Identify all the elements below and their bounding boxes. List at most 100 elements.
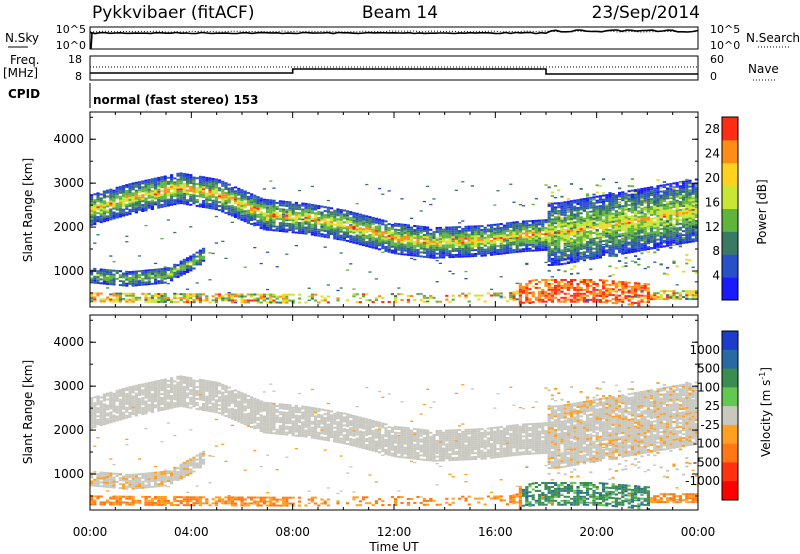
power-cell [259,215,263,218]
power-cell [259,213,263,216]
power-cell [598,226,602,229]
power-cell [582,253,586,256]
power-cell [643,195,647,198]
power-cell [467,227,471,230]
power-cell [256,207,260,210]
power-cell [586,233,590,235]
velocity-cell [109,407,113,410]
power-cell [573,233,577,236]
power-cell [435,240,439,243]
power-cell [550,232,554,235]
power-cell [157,190,161,193]
velocity-cell [93,424,97,426]
power-cell [400,237,404,240]
power-cell [176,198,180,201]
power-cell [659,245,663,248]
power-cell [672,241,676,244]
power-cell [573,243,577,246]
power-cell [557,300,561,303]
power-cell [538,243,542,246]
power-cell [518,222,522,225]
power-cell [666,211,670,214]
power-cell [454,242,458,244]
power-cell [637,228,641,231]
power-cell [605,222,609,224]
power-cell [115,192,119,195]
power-cell [522,285,526,288]
power-cell [509,229,513,232]
velocity-cell [109,474,113,477]
power-cell [339,234,343,237]
power-cell [93,207,97,210]
power-cell [592,237,596,240]
power-cell [608,244,612,247]
power-cell [637,218,641,221]
power-cell [576,236,580,239]
power-cell [528,236,532,238]
power-cell [611,234,615,237]
power-cell [528,282,532,285]
power-cell [518,292,522,295]
power-cell [269,207,273,210]
power-cell [275,215,279,218]
power-cell [576,284,580,287]
power-cell [192,200,196,203]
power-cell [493,229,497,231]
power-cell [675,191,679,193]
power-cell [608,291,612,294]
power-cell [163,275,167,278]
power-cell [320,217,324,220]
power-cell [166,204,170,207]
power-cell [534,247,538,250]
power-cell [608,239,612,241]
power-cell [678,226,682,229]
power-cell [509,231,513,234]
power-cell [566,206,570,209]
power-cell [390,231,394,234]
power-cell [106,298,110,301]
power-cell [486,236,490,239]
power-cell [573,201,577,204]
power-cell [550,214,554,217]
velocity-cell [102,411,106,414]
power-cell [624,236,628,239]
power-cell [560,213,564,216]
power-cell [656,191,660,194]
power-cell [666,187,670,190]
power-cell [333,219,337,222]
power-cell [326,216,330,219]
power-cell [163,199,167,202]
power-cell [582,237,586,240]
power-cell [154,262,158,265]
power-cell [211,299,215,302]
power-cell [307,223,311,226]
power-cell [576,298,580,301]
velocity-cell [96,419,100,422]
power-cell [512,233,516,236]
power-cell [400,249,404,252]
power-cell [198,255,202,258]
power-cell [518,288,522,291]
power-cell [461,243,465,246]
power-cell [218,193,222,196]
power-cell [659,232,663,235]
power-cell [371,226,375,229]
power-cell [342,217,346,220]
power-cell [438,242,442,245]
power-cell [509,223,513,226]
power-cell [451,244,455,247]
power-cell [336,208,340,211]
power-cell [634,250,638,253]
power-cell [323,222,327,224]
power-cell [525,287,529,289]
power-cell [477,245,481,247]
power-cell [650,188,654,191]
power-cell [586,236,590,239]
power-cell [570,284,574,287]
power-cell [160,196,164,198]
power-cell [589,202,593,205]
power-cell [646,291,650,294]
velocity-cell [96,409,100,412]
power-cell [595,209,599,212]
power-cell [310,227,314,230]
